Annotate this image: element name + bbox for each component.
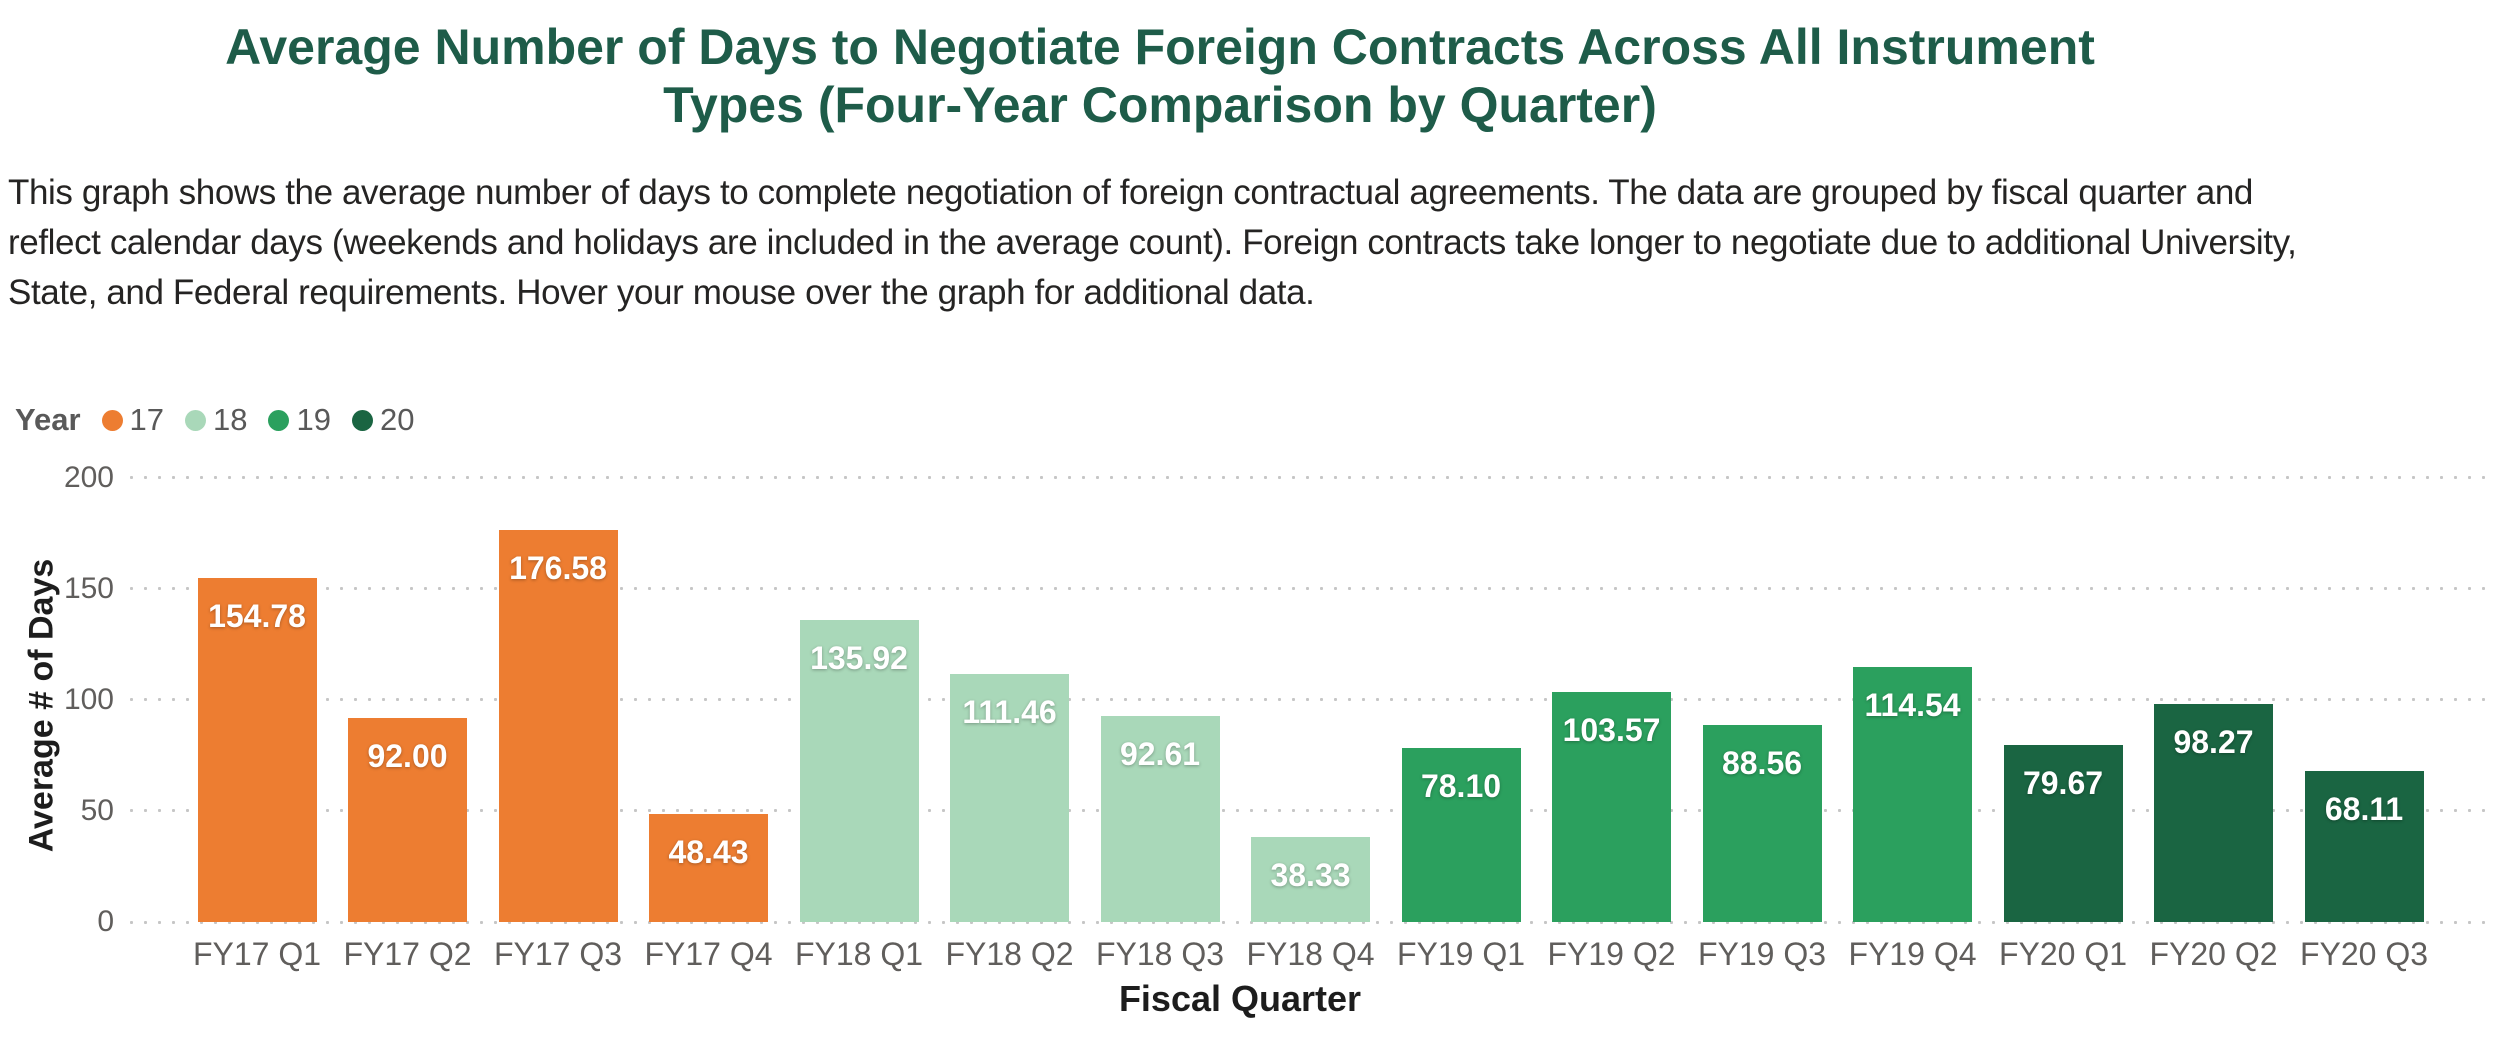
bar-value-label-fy18-q2: 111.46 [962,694,1057,731]
chart-legend: Year 17 18 19 20 [15,400,414,440]
x-tick-fy17-q4: FY17 Q4 [644,936,773,972]
chart-description-line: reflect calendar days (weekends and holi… [8,223,2297,262]
bar-value-label-fy18-q1: 135.92 [810,639,908,676]
bar-fy19-q2[interactable]: 103.57 [1552,691,1671,922]
bar-fy17-q4[interactable]: 48.43 [649,814,768,922]
y-tick-150: 150 [63,571,114,605]
x-tick-fy17-q1: FY17 Q1 [192,936,322,972]
legend-item-label: 20 [379,402,415,437]
x-tick-fy18-q2: FY18 Q2 [945,936,1074,972]
page-title-line1: Average Number of Days to Negotiate Fore… [225,19,2095,75]
bar-value-label-fy20-q2: 98.27 [2173,723,2254,760]
bar-fy17-q3[interactable]: 176.58 [498,529,618,922]
x-tick-fy20-q1: FY20 Q1 [1998,936,2128,972]
y-tick-200: 200 [63,460,114,494]
legend-item-18[interactable]: 18 [185,402,247,438]
bar-value-label-fy17-q3: 176.58 [509,549,607,586]
legend-item-label: 18 [213,402,248,437]
bar-value-label-fy19-q2: 103.57 [1562,711,1661,748]
y-tick-50: 50 [80,793,114,827]
bar-value-label-fy19-q1: 78.10 [1420,768,1502,805]
bar-value-label-fy20-q3: 68.11 [2324,790,2404,827]
page-title: Average Number of Days to Negotiate Fore… [0,18,2320,134]
bar-fy18-q3[interactable]: 92.61 [1100,716,1220,922]
x-tick-fy18-q1: FY18 Q1 [794,936,924,972]
x-tick-fy18-q4: FY18 Q4 [1246,936,1375,972]
bar-value-label-fy19-q3: 88.56 [1721,745,1803,782]
bar-fy18-q4[interactable]: 38.33 [1251,836,1370,922]
x-tick-fy17-q3: FY17 Q3 [493,936,623,972]
bar-fy19-q3[interactable]: 88.56 [1702,725,1822,922]
bar-value-label-fy17-q1: 154.78 [208,598,306,634]
bar-fy18-q2[interactable]: 111.46 [950,674,1069,922]
bar-value-label-fy19-q4: 114.54 [1864,687,1961,724]
x-tick-fy19-q3: FY19 Q3 [1697,936,1827,972]
x-tick-fy19-q4: FY19 Q4 [1848,936,1977,972]
page-title-line2: Types (Four-Year Comparison by Quarter) [663,77,1657,133]
bar-fy19-q1[interactable]: 78.10 [1401,748,1521,922]
y-tick-100: 100 [63,682,114,716]
x-tick-fy19-q1: FY19 Q1 [1396,936,1526,972]
bar-fy20-q2[interactable]: 98.27 [2154,703,2273,922]
y-tick-0: 0 [97,905,114,938]
bar-value-label-fy17-q4: 48.43 [668,834,749,871]
legend-title: Year [15,402,81,437]
legend-item-20[interactable]: 20 [351,402,415,438]
gridline-50 [130,809,2492,813]
bar-value-label-fy20-q1: 79.67 [2022,764,2104,801]
legend-item-label: 19 [296,402,331,437]
bar-fy20-q3[interactable]: 68.11 [2304,770,2424,922]
chart-description: This graph shows the average number of d… [8,168,2500,318]
x-tick-fy20-q2: FY20 Q2 [2149,936,2278,972]
bar-value-label-fy18-q4: 38.33 [1270,856,1351,893]
gridline-100 [130,698,2492,702]
legend-swatch-icon [351,409,373,431]
gridline-200 [130,476,2492,479]
legend-item-17[interactable]: 17 [101,402,164,438]
bar-value-label-fy18-q3: 92.61 [1119,736,1201,773]
legend-swatch-icon [268,409,290,431]
bar-fy19-q4[interactable]: 114.54 [1853,667,1972,922]
chart-description-line: This graph shows the average number of d… [8,173,2253,212]
legend-item-label: 17 [129,402,164,437]
legend-swatch-icon [101,409,123,431]
x-tick-fy17-q2: FY17 Q2 [343,936,472,972]
bar-value-label-fy17-q2: 92.00 [367,737,448,774]
x-tick-fy20-q3: FY20 Q3 [2299,936,2429,972]
x-tick-fy18-q3: FY18 Q3 [1095,936,1225,972]
bar-fy17-q2[interactable]: 92.00 [348,717,467,922]
x-axis-title: Fiscal Quarter [1118,978,1362,1019]
legend-item-19[interactable]: 19 [268,402,331,438]
bar-fy18-q1[interactable]: 135.92 [799,619,919,922]
bar-fy17-q1[interactable]: 154.78 [197,578,317,922]
bar-fy20-q1[interactable]: 79.67 [2003,744,2123,922]
chart-description-line: State, and Federal requirements. Hover y… [8,273,1315,312]
gridline-150 [130,587,2492,591]
gridline-0 [130,920,2492,924]
legend-swatch-icon [185,409,206,431]
x-tick-fy19-q2: FY19 Q2 [1547,936,1676,972]
